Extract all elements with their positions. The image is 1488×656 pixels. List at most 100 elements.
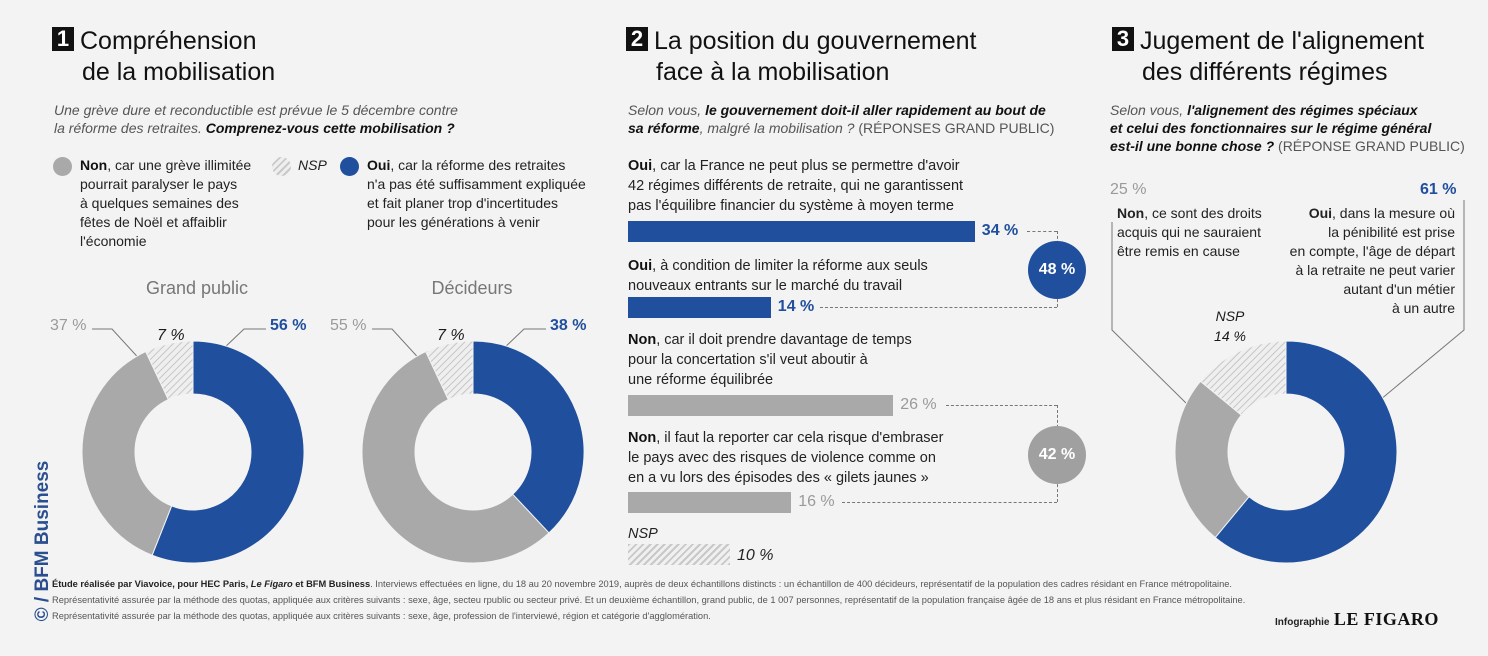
p2-intro-c: sa réforme — [628, 120, 700, 136]
donut-grand-public — [81, 340, 305, 564]
panel3-intro: Selon vous, l'alignement des régimes spé… — [1110, 101, 1480, 155]
panel2-title-line2: face à la mobilisation — [656, 58, 890, 86]
p2-intro-a: Selon vous, — [628, 102, 702, 118]
legend-non-dot — [53, 157, 72, 176]
opt3-bold: Non — [628, 332, 657, 348]
panel2-title-line1: La position du gouvernement — [654, 27, 977, 55]
p3-nsp-label: NSP 14 % — [1205, 306, 1255, 346]
p3-intro-d: est-il une bonne chose ? — [1110, 138, 1275, 154]
legend-oui-l3: et fait planer trop d'incertitudes — [367, 195, 559, 211]
p3-intro-b: l'alignement des régimes spéciaux — [1187, 102, 1418, 118]
opt4-label: Non, il faut la reporter car cela risque… — [628, 428, 943, 488]
panel1-number: 1 — [52, 27, 74, 51]
oui-connector-top — [1027, 231, 1057, 232]
slice-non — [81, 350, 173, 556]
panel1-title-line2: de la mobilisation — [82, 58, 276, 86]
panel1-intro-q: Comprenez-vous cette mobilisation ? — [205, 120, 455, 136]
bar-nsp-value: 10 % — [737, 547, 774, 564]
p3-oui-l4: à la retraite ne peut varier — [1295, 262, 1455, 278]
slice-oui — [151, 340, 305, 564]
legend-oui-l1: , car la réforme des retraites — [390, 157, 566, 173]
opt4-bold: Non — [628, 430, 657, 446]
panel3-number: 3 — [1112, 27, 1134, 51]
opt2-bold: Oui — [628, 258, 653, 274]
opt1-l1: , car la France ne peut plus se permettr… — [652, 158, 960, 174]
p3-oui-leader — [1379, 200, 1465, 401]
non-total-badge: 42 % — [1028, 426, 1086, 484]
opt3-l1: , car il doit prendre davantage de temps — [656, 332, 912, 348]
figaro-logo: LE FIGARO — [1333, 609, 1439, 629]
opt2-l2: nouveaux entrants sur le marché du trava… — [628, 278, 903, 294]
panel3-title: 3 Jugement de l'alignement des différents… — [1112, 26, 1424, 88]
panel1-intro-l1: Une grève dure et reconductible est prév… — [54, 102, 458, 118]
p3-non-l2: acquis qui ne sauraient — [1117, 224, 1261, 240]
footer-b2: et BFM Business — [295, 579, 371, 589]
gp-non-leader — [92, 328, 145, 365]
non-connector-bottom — [842, 502, 1057, 503]
donut-gp-title: Grand public — [145, 278, 249, 298]
bar-oui-2 — [628, 297, 771, 318]
dec-nsp-label: 7 % — [437, 327, 465, 344]
p3-intro-a: Selon vous, — [1110, 102, 1184, 118]
p3-non-pct: 25 % — [1110, 181, 1147, 198]
dec-non-leader — [372, 328, 425, 365]
footer-l2: Représentativité assurée par la méthode … — [52, 595, 1246, 605]
opt1-l2: 42 régimes différents de retraite, qui n… — [628, 178, 964, 194]
p3-oui-l6: à un autre — [1391, 300, 1455, 316]
slice-oui — [1214, 340, 1398, 564]
p3-intro-c: et celui des fonctionnaires sur le régim… — [1110, 120, 1432, 136]
oui-total-badge: 48 % — [1028, 241, 1086, 299]
footer-b1: Étude réalisée par Viavoice, pour HEC Pa… — [52, 579, 249, 589]
panel1-intro-l2: la réforme des retraites. — [54, 120, 202, 136]
opt1-bold: Oui — [628, 158, 653, 174]
p3-oui-bold: Oui — [1308, 205, 1333, 221]
bar-oui-1-value: 34 % — [981, 222, 1019, 239]
gp-nsp-label: 7 % — [157, 327, 185, 344]
legend-oui: Oui, car la réforme des retraites n'a pa… — [367, 156, 617, 232]
legend-non: Non, car une grève illimitée pourrait pa… — [80, 156, 280, 251]
gp-oui-label: 56 % — [270, 317, 307, 334]
p3-non-bold: Non — [1117, 205, 1145, 221]
slice-non — [1174, 380, 1250, 539]
bar-non-1-value: 26 % — [900, 396, 937, 413]
panel2-intro: Selon vous, le gouvernement doit-il alle… — [628, 101, 1088, 137]
slice-nsp — [1199, 340, 1287, 416]
slice-oui — [472, 340, 585, 534]
p3-oui-pct: 61 % — [1420, 181, 1457, 198]
opt2-label: Oui, à condition de limiter la réforme a… — [628, 256, 928, 296]
dec-non-label: 55 % — [330, 317, 367, 334]
bar-oui-2-value: 14 % — [777, 298, 815, 315]
p3-non-text: Non, ce sont des droits acquis qui ne sa… — [1117, 204, 1262, 261]
legend-non-bold: Non — [80, 157, 108, 173]
gp-non-label: 37 % — [50, 317, 87, 334]
bar-oui-1 — [628, 221, 975, 242]
donut-decideurs — [361, 340, 585, 564]
oui-connector-bottom — [820, 307, 1057, 308]
opt5-label: NSP — [628, 526, 658, 542]
legend-non-l4: fêtes de Noël et affaiblir — [80, 214, 227, 230]
slice-nsp — [425, 340, 474, 401]
p3-non-l3: être remis en cause — [1117, 243, 1240, 259]
p3-oui-l5: autant d'un métier — [1343, 281, 1455, 297]
legend-oui-l4: pour les générations à venir — [367, 214, 540, 230]
donut-dec-title: Décideurs — [431, 278, 513, 298]
gp-oui-leader — [221, 328, 266, 351]
p3-nsp-name: NSP — [1215, 308, 1245, 324]
legend-oui-bold: Oui — [367, 157, 391, 173]
p3-oui-l2: la pénibilité est prise — [1328, 224, 1455, 240]
legend-nsp: NSP — [298, 157, 327, 173]
opt4-l2: le pays avec des risques de violence com… — [628, 450, 936, 466]
dec-oui-label: 38 % — [550, 317, 587, 334]
opt4-l3: en a vu lors des épisodes des « gilets j… — [628, 470, 929, 486]
legend-oui-dot — [340, 157, 359, 176]
donut-panel3 — [1174, 340, 1398, 564]
p2-intro-e: (RÉPONSES GRAND PUBLIC) — [858, 120, 1055, 136]
footer-l3: Représentativité assurée par la méthode … — [52, 611, 711, 621]
opt3-l2: pour la concertation s'il veut aboutir à — [628, 352, 868, 368]
opt1-label: Oui, car la France ne peut plus se perme… — [628, 156, 963, 216]
opt3-l3: une réforme équilibrée — [628, 372, 774, 388]
credit-label: Infographie — [1275, 617, 1330, 628]
panel1-intro: Une grève dure et reconductible est prév… — [54, 101, 524, 137]
footer-bi: Le Figaro — [250, 579, 293, 589]
